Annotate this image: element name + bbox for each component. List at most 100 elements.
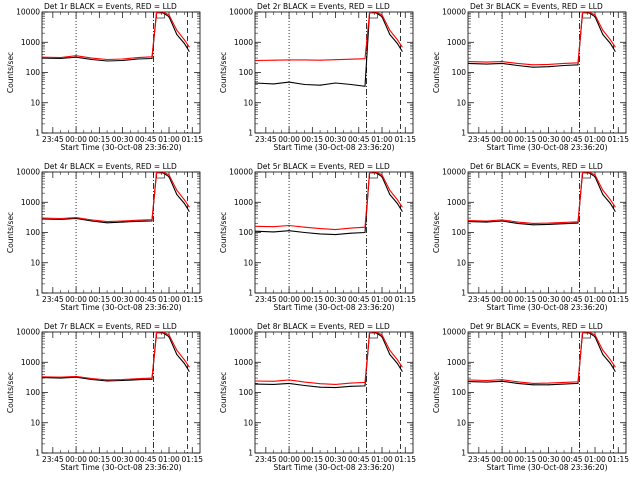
- data-point-events: [42, 57, 43, 59]
- data-point-events: [563, 223, 565, 225]
- x-tick-label: 00:45: [135, 135, 157, 144]
- x-tick-label: 00:00: [278, 455, 300, 464]
- data-point-lld: [75, 375, 77, 377]
- data-point-events: [610, 203, 611, 205]
- y-axis-label: Counts/sec: [6, 372, 15, 413]
- data-point-events: [319, 386, 321, 388]
- data-point-events: [75, 218, 77, 219]
- data-point-events: [577, 382, 579, 384]
- data-point-lld: [397, 199, 398, 201]
- data-point-lld: [151, 377, 153, 379]
- data-point-lld: [614, 46, 616, 48]
- data-point-lld: [582, 172, 584, 173]
- data-point-events: [468, 221, 469, 223]
- y-axis-label: Counts/sec: [432, 212, 441, 253]
- data-point-events: [319, 233, 321, 235]
- y-tick-label: 10: [243, 98, 253, 107]
- data-point-events: [602, 354, 604, 355]
- x-tick-label: 01:15: [607, 455, 629, 464]
- data-point-lld: [304, 226, 306, 228]
- data-point-events: [548, 66, 549, 68]
- data-point-lld: [602, 189, 604, 191]
- data-point-events: [517, 222, 519, 224]
- data-point-events: [389, 194, 391, 195]
- chart-title: Det 9r BLACK = Events, RED = LLD: [470, 322, 603, 331]
- flare-marker-box: [582, 172, 591, 179]
- chart-panel-3: Det 3r BLACK = Events, RED = LLD 1 10 100 10…: [432, 2, 629, 152]
- chart-panel-7: Det 7r BLACK = Events, RED = LLD 1 10 100 10…: [6, 322, 203, 472]
- y-axis-label: Counts/sec: [432, 372, 441, 413]
- data-point-lld: [91, 378, 93, 379]
- y-tick-label: 100: [239, 68, 254, 77]
- y-tick-label: 1000: [21, 38, 40, 47]
- series-lld: [468, 332, 616, 384]
- data-point-lld: [255, 225, 256, 227]
- chart-panel-2: Det 2r BLACK = Events, RED = LLD 1 10 100 10…: [219, 2, 416, 152]
- data-point-events: [184, 363, 185, 365]
- data-point-lld: [610, 39, 611, 41]
- data-point-lld: [162, 332, 164, 333]
- y-tick-label: 10000: [229, 8, 253, 17]
- flare-marker-box: [369, 332, 378, 339]
- data-point-lld: [389, 29, 391, 31]
- series-events: [42, 12, 190, 62]
- y-tick-label: 10000: [442, 8, 466, 17]
- data-point-lld: [375, 172, 377, 173]
- x-axis-label: Start Time (30-Oct-08 23:36:20): [486, 463, 607, 472]
- data-point-events: [106, 380, 108, 382]
- data-point-events: [577, 222, 579, 224]
- data-point-events: [304, 385, 306, 386]
- data-point-lld: [610, 199, 611, 201]
- series-lld: [468, 12, 616, 66]
- y-axis-label: Counts/sec: [219, 372, 228, 413]
- series-lld: [255, 172, 403, 231]
- data-point-lld: [602, 29, 604, 31]
- y-tick-label: 10: [30, 418, 40, 427]
- data-point-events: [563, 65, 565, 66]
- x-tick-label: 00:15: [302, 295, 324, 304]
- x-tick-label: 01:15: [607, 135, 629, 144]
- x-tick-label: 01:15: [181, 455, 203, 464]
- data-point-lld: [401, 46, 403, 48]
- chart-panel-1: Det 1r BLACK = Events, RED = LLD 1 10 100 10…: [6, 2, 203, 152]
- data-point-lld: [588, 332, 590, 333]
- x-tick-label: 00:00: [491, 455, 513, 464]
- data-point-lld: [614, 206, 616, 208]
- data-point-events: [255, 82, 256, 84]
- x-axis-label: Start Time (30-Oct-08 23:36:20): [486, 143, 607, 152]
- data-point-lld: [137, 378, 139, 380]
- data-point-events: [273, 83, 275, 85]
- series-events: [468, 332, 616, 386]
- x-tick-label: 23:45: [468, 455, 490, 464]
- data-point-events: [401, 210, 403, 212]
- data-point-lld: [501, 219, 503, 221]
- y-tick-label: 10000: [442, 328, 466, 337]
- data-point-events: [614, 210, 616, 212]
- y-tick-label: 100: [26, 68, 41, 77]
- data-point-events: [91, 379, 93, 380]
- chart-title: Det 4r BLACK = Events, RED = LLD: [44, 162, 177, 171]
- data-point-lld: [548, 222, 549, 224]
- data-point-lld: [582, 12, 584, 13]
- x-tick-label: 01:15: [394, 455, 416, 464]
- data-point-lld: [122, 220, 123, 222]
- data-point-events: [106, 60, 108, 62]
- data-point-lld: [548, 382, 549, 384]
- data-point-lld: [335, 59, 336, 61]
- x-tick-label: 23:45: [255, 455, 277, 464]
- x-tick-label: 01:15: [181, 295, 203, 304]
- x-tick-label: 00:15: [302, 455, 324, 464]
- x-tick-label: 00:00: [278, 135, 300, 144]
- series-lld: [468, 172, 616, 224]
- data-point-lld: [137, 57, 139, 59]
- data-point-lld: [156, 12, 158, 13]
- data-point-lld: [381, 174, 383, 176]
- data-point-events: [176, 354, 178, 355]
- data-point-lld: [75, 217, 77, 219]
- data-point-events: [548, 223, 549, 225]
- x-tick-label: 00:30: [112, 455, 134, 464]
- x-axis-label: Start Time (30-Oct-08 23:36:20): [273, 143, 394, 152]
- data-point-events: [60, 58, 62, 59]
- data-point-lld: [288, 379, 290, 381]
